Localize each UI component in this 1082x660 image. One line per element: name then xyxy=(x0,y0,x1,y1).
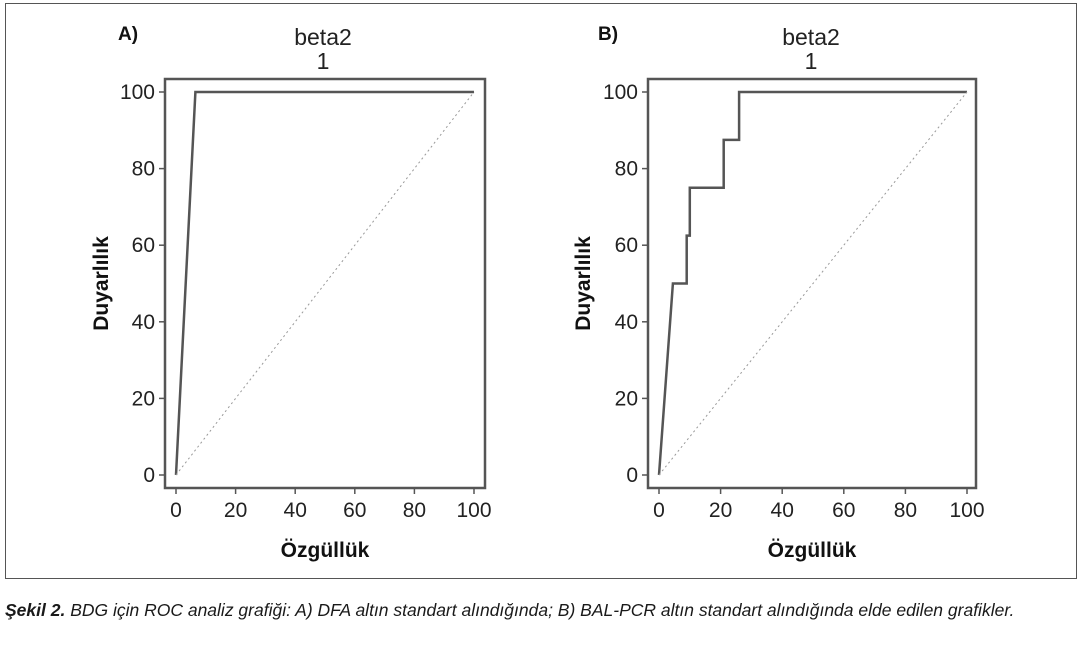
x-tick-label: 40 xyxy=(284,499,307,522)
chart-subtitle: 1 xyxy=(805,48,818,74)
chart-title: beta2 xyxy=(782,24,840,50)
x-tick-label: 20 xyxy=(224,499,247,522)
x-tick-label: 20 xyxy=(709,499,732,522)
y-tick-label: 100 xyxy=(120,81,155,104)
x-tick-label: 100 xyxy=(456,499,491,522)
figure-frame xyxy=(5,3,1077,579)
plot-frame xyxy=(646,77,978,490)
x-axis-label: Özgüllük xyxy=(281,539,370,562)
y-tick-label: 60 xyxy=(132,234,155,257)
chart-subtitle: 1 xyxy=(317,48,330,74)
y-tick-label: 0 xyxy=(143,464,155,487)
x-tick-label: 80 xyxy=(403,499,426,522)
reference-diagonal-line xyxy=(658,91,968,476)
y-tick-label: 40 xyxy=(615,311,638,334)
y-tick-label: 100 xyxy=(603,81,638,104)
x-axis-label: Özgüllük xyxy=(768,539,857,562)
panel-label: A) xyxy=(118,24,138,45)
y-axis-label: Duyarlılık xyxy=(572,236,595,331)
chart-title: beta2 xyxy=(294,24,352,50)
x-tick-label: 60 xyxy=(832,499,855,522)
x-tick-label: 40 xyxy=(771,499,794,522)
roc-curve-line xyxy=(657,90,967,476)
y-tick-label: 20 xyxy=(132,387,155,410)
caption-label: Şekil 2. xyxy=(5,600,66,620)
roc-curve-line xyxy=(174,90,474,476)
panel-label: B) xyxy=(598,24,618,45)
x-tick-label: 60 xyxy=(343,499,366,522)
y-axis-label: Duyarlılık xyxy=(90,236,113,331)
y-tick-label: 0 xyxy=(626,464,638,487)
plot-frame xyxy=(163,77,487,490)
x-tick-label: 100 xyxy=(949,499,984,522)
figure-caption: Şekil 2. BDG için ROC analiz grafiği: A)… xyxy=(5,597,1080,623)
caption-text: BDG için ROC analiz grafiği: A) DFA altı… xyxy=(65,600,1015,620)
y-tick-label: 40 xyxy=(132,311,155,334)
y-tick-label: 60 xyxy=(615,234,638,257)
y-tick-label: 80 xyxy=(132,158,155,181)
x-tick-label: 0 xyxy=(170,499,182,522)
reference-diagonal-line xyxy=(175,91,475,476)
y-tick-label: 20 xyxy=(615,387,638,410)
x-tick-label: 80 xyxy=(894,499,917,522)
x-tick-label: 0 xyxy=(653,499,665,522)
y-tick-label: 80 xyxy=(615,158,638,181)
